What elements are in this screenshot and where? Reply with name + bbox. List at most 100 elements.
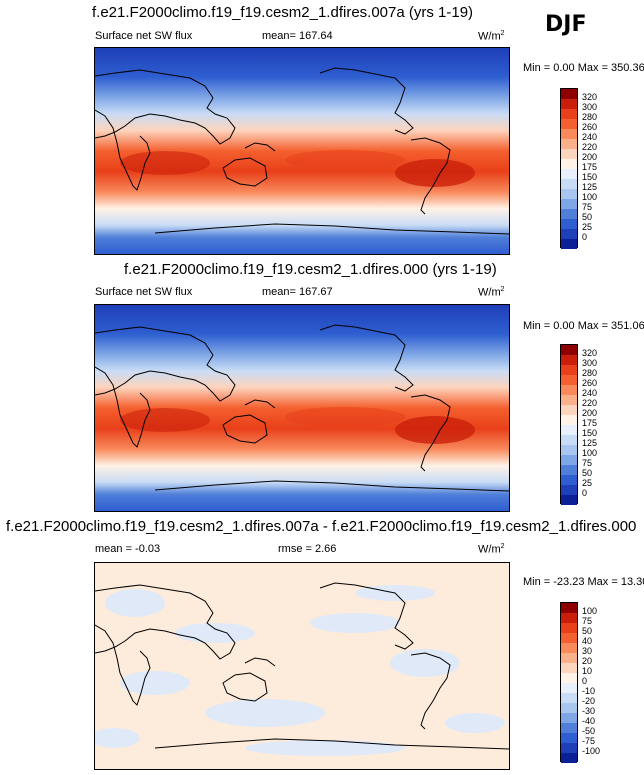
panel-1-minmax-label: Min = 0.00 Max = 350.36 [523, 62, 644, 74]
panel-3-mean-label: mean = -0.03 [95, 543, 161, 555]
colorbar-swatch [561, 129, 577, 139]
colorbar-tick-label: 0 [582, 232, 588, 242]
colorbar-swatch [561, 693, 577, 703]
colorbar-tick-label: 25 [582, 222, 593, 232]
colorbar-swatch [561, 613, 577, 623]
colorbar-tick-label: 260 [582, 122, 598, 132]
colorbar-tick-label: -75 [582, 736, 596, 746]
colorbar-tick-label: 100 [582, 606, 598, 616]
colorbar-tick-label: 320 [582, 348, 598, 358]
colorbar-swatch [561, 119, 577, 129]
panel-1-map [94, 47, 510, 255]
colorbar-swatch [561, 159, 577, 169]
colorbar-tick-label: 75 [582, 616, 593, 626]
colorbar-swatch [561, 733, 577, 743]
panel-2-coastlines [95, 324, 509, 492]
colorbar-tick-label: 260 [582, 378, 598, 388]
colorbar-tick-label: 125 [582, 438, 598, 448]
colorbar-swatch [561, 345, 577, 355]
colorbar-swatch [561, 229, 577, 239]
colorbar-swatch [561, 703, 577, 713]
colorbar-swatch [561, 385, 577, 395]
colorbar-swatch [561, 139, 577, 149]
colorbar-swatch [561, 199, 577, 209]
colorbar-swatch [561, 713, 577, 723]
colorbar-tick-label: 150 [582, 172, 598, 182]
panel-2-pacific-patch [285, 407, 405, 427]
colorbar-tick-label: 175 [582, 162, 598, 172]
colorbar-tick-label: -40 [582, 716, 596, 726]
colorbar-tick-label: 25 [582, 478, 593, 488]
colorbar-tick-label: 200 [582, 152, 598, 162]
panel-2-title: f.e21.F2000climo.f19_f19.cesm2_1.dfires.… [124, 261, 497, 278]
colorbar-tick-label: 75 [582, 458, 593, 468]
colorbar-tick-label: 30 [582, 646, 593, 656]
colorbar-tick-label: 20 [582, 656, 593, 666]
colorbar-tick-label: 300 [582, 102, 598, 112]
season-label: DJF [545, 12, 587, 37]
panel-2-field [95, 305, 509, 511]
colorbar-tick-label: 220 [582, 398, 598, 408]
colorbar-swatch [561, 475, 577, 485]
colorbar-swatch [561, 743, 577, 753]
panel-3-colorbar: 100 75 50 40 30 20 10 0 -10 -20 -30 -40 -50 -75 -100 [560, 602, 620, 763]
panel-2-indian-ocean-patch [120, 408, 210, 432]
panel-3-coastlines [95, 582, 509, 750]
colorbar-tick-label: 50 [582, 468, 593, 478]
panel-3-map [94, 562, 510, 770]
colorbar-swatch [561, 365, 577, 375]
colorbar-swatch [561, 209, 577, 219]
colorbar-tick-label: 125 [582, 182, 598, 192]
colorbar-tick-label: 240 [582, 132, 598, 142]
colorbar-tick-label: -30 [582, 706, 596, 716]
panel-2-maximum-patch [395, 416, 475, 444]
colorbar-swatch [561, 405, 577, 415]
panel-1-mean-label: mean= 167.64 [262, 30, 333, 42]
panel-1-maximum-patch [395, 159, 475, 187]
colorbar-tick-label: 10 [582, 666, 593, 676]
colorbar-tick-label: 40 [582, 636, 593, 646]
colorbar-tick-label: 100 [582, 192, 598, 202]
colorbar-swatch [561, 89, 577, 99]
panel-1-indian-ocean-patch [120, 151, 210, 175]
colorbar-tick-label: 150 [582, 428, 598, 438]
colorbar-swatch [561, 465, 577, 475]
panel-2-units-label: W/m2 [478, 286, 505, 299]
colorbar-swatch [561, 673, 577, 683]
colorbar-swatch [561, 239, 577, 249]
colorbar-swatch [561, 633, 577, 643]
colorbar-tick-label: 280 [582, 368, 598, 378]
colorbar-tick-label: 75 [582, 202, 593, 212]
panel-1-colorbar: 320 300 280 260 240 220 200 175 150 125 100 75 50 25 0 [560, 88, 620, 249]
colorbar-swatch [561, 169, 577, 179]
colorbar-tick-label: 175 [582, 418, 598, 428]
colorbar-swatch [561, 455, 577, 465]
colorbar-swatch [561, 445, 577, 455]
colorbar-swatch [561, 683, 577, 693]
colorbar-swatch [561, 179, 577, 189]
colorbar-swatch [561, 485, 577, 495]
colorbar-tick-label: 220 [582, 142, 598, 152]
panel-1-coastlines [95, 67, 509, 235]
colorbar-swatch [561, 643, 577, 653]
panel-2-mean-label: mean= 167.67 [262, 286, 333, 298]
colorbar-swatch [561, 603, 577, 613]
panel-1-pacific-patch [285, 150, 405, 170]
panel-1-title: f.e21.F2000climo.f19_f19.cesm2_1.dfires.… [92, 4, 474, 21]
colorbar-tick-label: -20 [582, 696, 596, 706]
colorbar-swatch [561, 219, 577, 229]
colorbar-swatch [561, 355, 577, 365]
colorbar-swatch [561, 495, 577, 505]
colorbar-swatch [561, 395, 577, 405]
colorbar-tick-label: 320 [582, 92, 598, 102]
panel-3-title: f.e21.F2000climo.f19_f19.cesm2_1.dfires.… [6, 518, 637, 535]
panel-2-minmax-label: Min = 0.00 Max = 351.06 [523, 320, 644, 332]
colorbar-swatch [561, 109, 577, 119]
colorbar-tick-label: 100 [582, 448, 598, 458]
panel-3-units-label: W/m2 [478, 543, 505, 556]
colorbar-tick-label: 200 [582, 408, 598, 418]
colorbar-tick-label: 50 [582, 212, 593, 222]
panel-3-negative-areas [95, 585, 505, 756]
colorbar-swatch [561, 653, 577, 663]
panel-1-variable-label: Surface net SW flux [95, 30, 193, 42]
